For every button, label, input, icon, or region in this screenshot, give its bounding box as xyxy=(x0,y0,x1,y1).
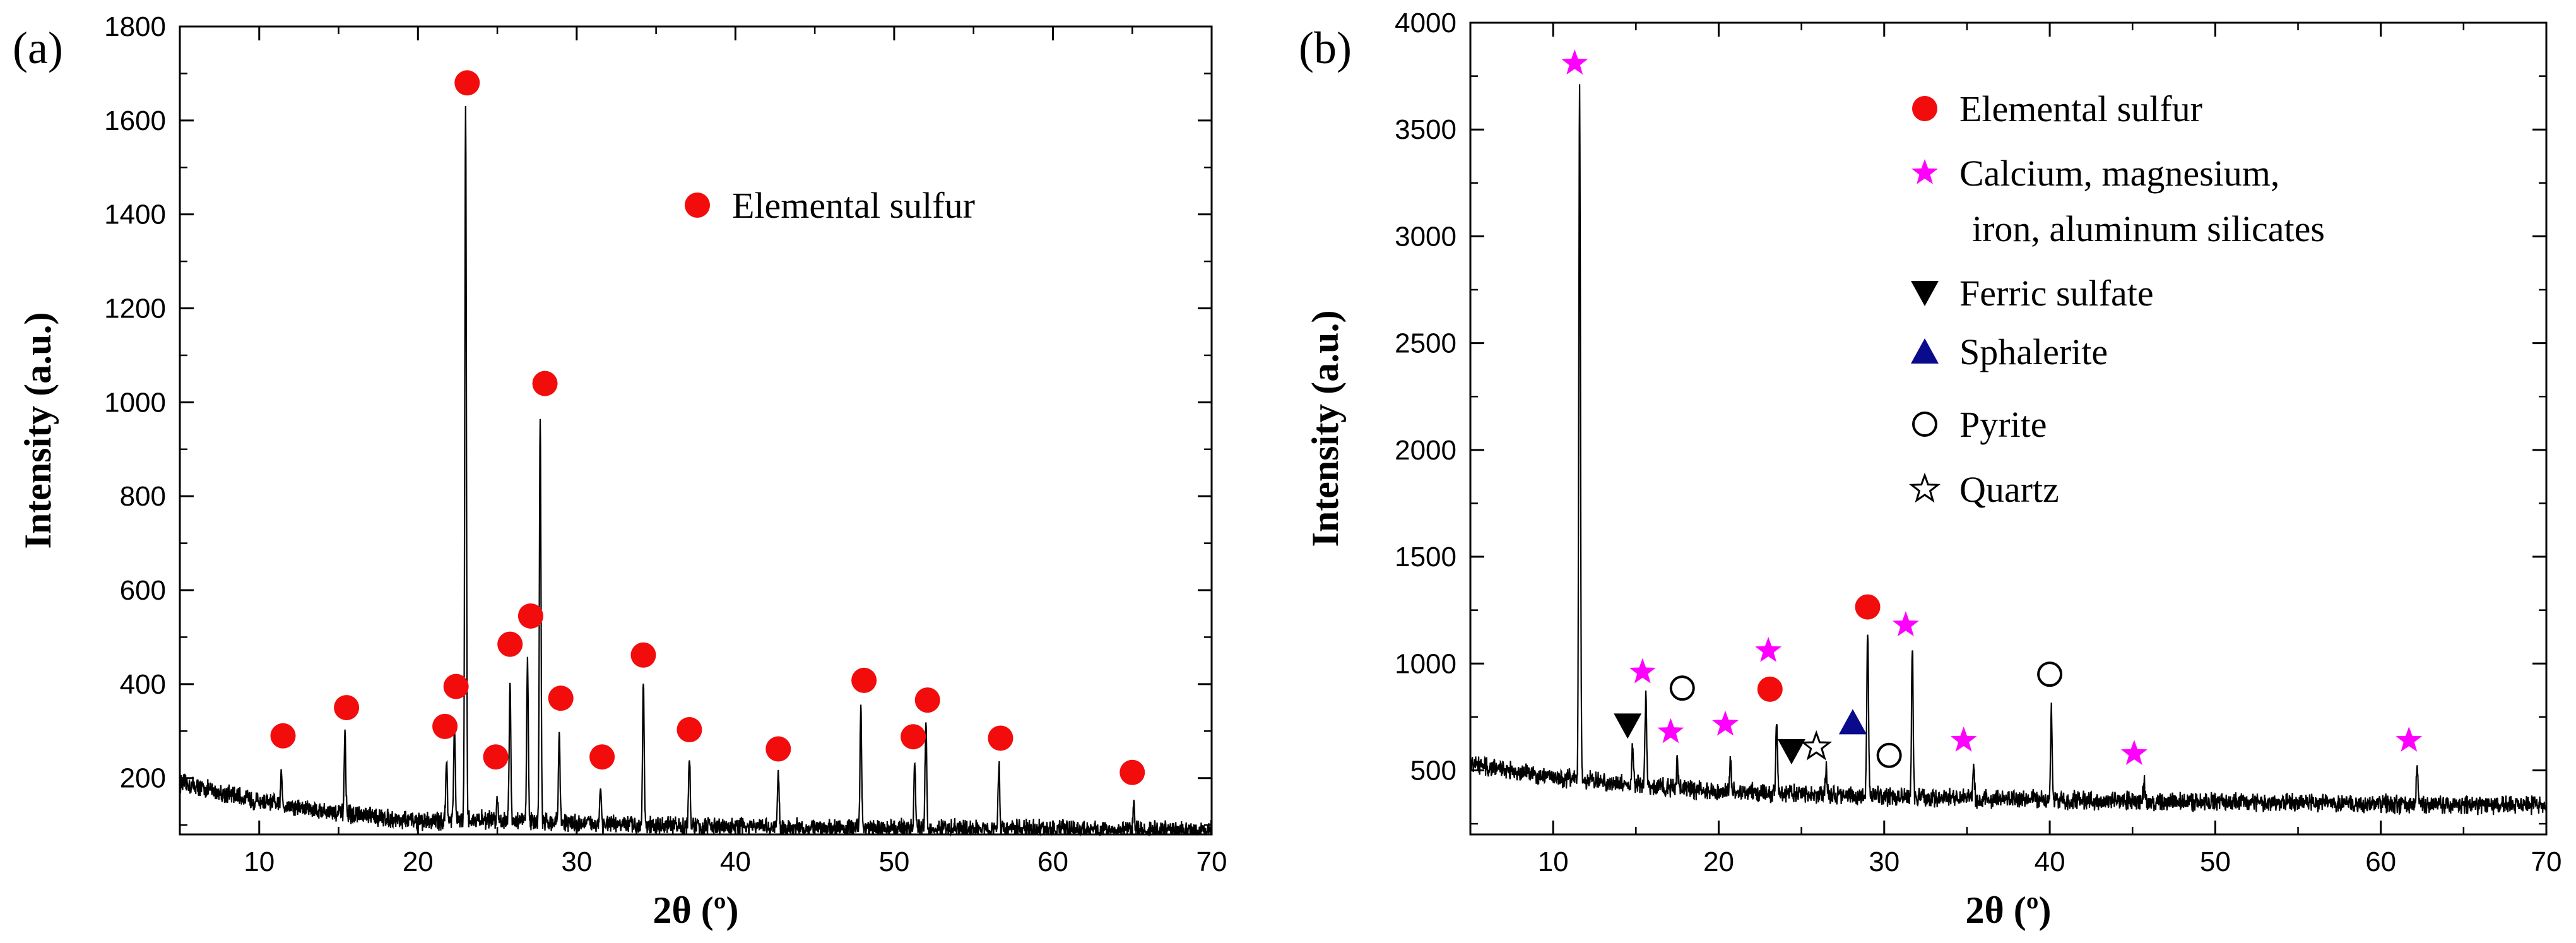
phase-marker-star-magenta xyxy=(1950,727,1977,752)
x-tick-label: 20 xyxy=(403,846,434,877)
xrd-trace xyxy=(179,105,1213,837)
phase-marker-circle-red xyxy=(589,744,615,770)
x-tick-label: 60 xyxy=(2365,846,2396,877)
legend-label: Sphalerite xyxy=(1959,331,2108,372)
phase-marker-circle-red xyxy=(483,744,509,770)
legend-label: Quartz xyxy=(1959,469,2059,510)
legend-label: Elemental sulfur xyxy=(732,185,975,226)
phase-marker-circle-red xyxy=(334,695,360,721)
phase-marker-star-magenta xyxy=(1712,710,1739,736)
x-axis-title: 2θ (º) xyxy=(1965,889,2051,931)
legend-symbol-star-open xyxy=(1908,472,1941,503)
plot-frame xyxy=(179,25,1213,836)
legend-symbol-circle-red xyxy=(685,193,710,218)
phase-marker-circle-red xyxy=(443,673,469,699)
x-tick-label: 70 xyxy=(2531,846,2562,877)
phase-marker-circle-red xyxy=(517,603,543,629)
y-tick-label: 1000 xyxy=(1395,648,1456,679)
phase-marker-star-open xyxy=(1800,730,1833,761)
y-tick-label: 4000 xyxy=(1395,8,1456,39)
y-tick-label: 1800 xyxy=(104,11,166,42)
legend-label: Pyrite xyxy=(1959,404,2047,445)
x-tick-label: 30 xyxy=(561,846,592,877)
x-tick-label: 30 xyxy=(1869,846,1900,877)
plot-frame xyxy=(1469,21,2548,836)
phase-marker-triangle-down-black xyxy=(1777,739,1805,765)
phase-marker-star-magenta xyxy=(1892,611,1919,637)
phase-marker-star-magenta xyxy=(2396,727,2423,752)
x-tick-label: 70 xyxy=(1196,846,1227,877)
x-tick-label: 60 xyxy=(1037,846,1068,877)
phase-marker-star-magenta xyxy=(1629,658,1656,684)
x-tick-label: 20 xyxy=(1703,846,1734,877)
x-tick-label: 40 xyxy=(2035,846,2065,877)
phase-marker-circle-red xyxy=(1757,676,1783,702)
phase-marker-circle-open xyxy=(1876,742,1902,768)
phase-marker-triangle-up-navy xyxy=(1838,709,1867,735)
legend-symbol-circle-open xyxy=(1912,412,1937,437)
legend-label: Elemental sulfur xyxy=(1959,88,2202,129)
y-tick-label: 600 xyxy=(120,575,166,606)
y-axis-title: Intensity (a.u.) xyxy=(17,312,59,549)
y-tick-label: 1600 xyxy=(104,105,166,136)
phase-marker-circle-red xyxy=(676,717,702,743)
legend-symbol-triangle-up-navy xyxy=(1911,338,1939,364)
legend-symbol-circle-red xyxy=(1912,96,1937,121)
phase-marker-circle-red xyxy=(1120,759,1145,785)
legend-symbol-triangle-down-black xyxy=(1911,281,1939,306)
phase-marker-circle-red xyxy=(1855,594,1881,620)
x-tick-label: 10 xyxy=(1538,846,1569,877)
xrd-trace xyxy=(1469,84,2548,815)
x-axis-title: 2θ (º) xyxy=(653,889,738,931)
legend-label-line2: iron, aluminum silicates xyxy=(1972,208,2325,249)
panel-label: (b) xyxy=(1299,23,1352,73)
phase-marker-circle-red xyxy=(532,371,558,396)
x-tick-label: 40 xyxy=(720,846,751,877)
phase-marker-circle-red xyxy=(454,70,480,96)
phase-marker-circle-red xyxy=(630,642,656,668)
phase-marker-circle-open xyxy=(1669,675,1695,701)
y-tick-label: 500 xyxy=(1410,755,1456,786)
phase-marker-circle-open xyxy=(2037,661,2063,687)
y-tick-label: 2000 xyxy=(1395,435,1456,466)
phase-marker-circle-red xyxy=(432,713,458,739)
phase-marker-circle-red xyxy=(851,667,877,693)
y-tick-label: 3000 xyxy=(1395,221,1456,252)
phase-marker-star-magenta xyxy=(1657,718,1684,744)
phase-marker-circle-red xyxy=(497,631,523,657)
phase-marker-circle-red xyxy=(914,687,940,713)
y-tick-label: 2500 xyxy=(1395,328,1456,359)
y-tick-label: 1000 xyxy=(104,387,166,418)
panel-label: (a) xyxy=(13,23,63,73)
y-tick-label: 1500 xyxy=(1395,542,1456,572)
y-tick-label: 200 xyxy=(120,763,166,794)
phase-marker-star-magenta xyxy=(1755,637,1782,662)
y-tick-label: 1400 xyxy=(104,199,166,230)
phase-marker-circle-red xyxy=(988,725,1013,751)
phase-marker-star-magenta xyxy=(2120,740,2148,765)
x-tick-label: 10 xyxy=(244,846,275,877)
y-tick-label: 800 xyxy=(120,481,166,512)
phase-marker-circle-red xyxy=(270,723,296,749)
phase-marker-circle-red xyxy=(765,736,791,762)
x-tick-label: 50 xyxy=(878,846,909,877)
panel-a: (a) 10 20 30 40 50 60 70 200 400 600 800 1000 1200 140… xyxy=(13,11,1227,931)
y-tick-label: 400 xyxy=(120,669,166,700)
panel-b: (b) 10 20 30 40 50 60 70 500 1000 1500 2000 2500 3000… xyxy=(1299,8,2561,931)
legend-label: Ferric sulfate xyxy=(1959,273,2154,314)
y-axis-title: Intensity (a.u.) xyxy=(1304,310,1346,547)
y-tick-label: 1200 xyxy=(104,294,166,324)
legend-symbol-star-magenta xyxy=(1911,159,1938,184)
legend-label: Calcium, magnesium, xyxy=(1959,153,2279,194)
phase-marker-circle-red xyxy=(548,685,574,711)
y-tick-label: 3500 xyxy=(1395,114,1456,145)
phase-marker-circle-red xyxy=(901,724,926,750)
x-tick-label: 50 xyxy=(2200,846,2231,877)
phase-marker-star-magenta xyxy=(1561,49,1588,75)
phase-marker-triangle-down-black xyxy=(1614,713,1642,739)
